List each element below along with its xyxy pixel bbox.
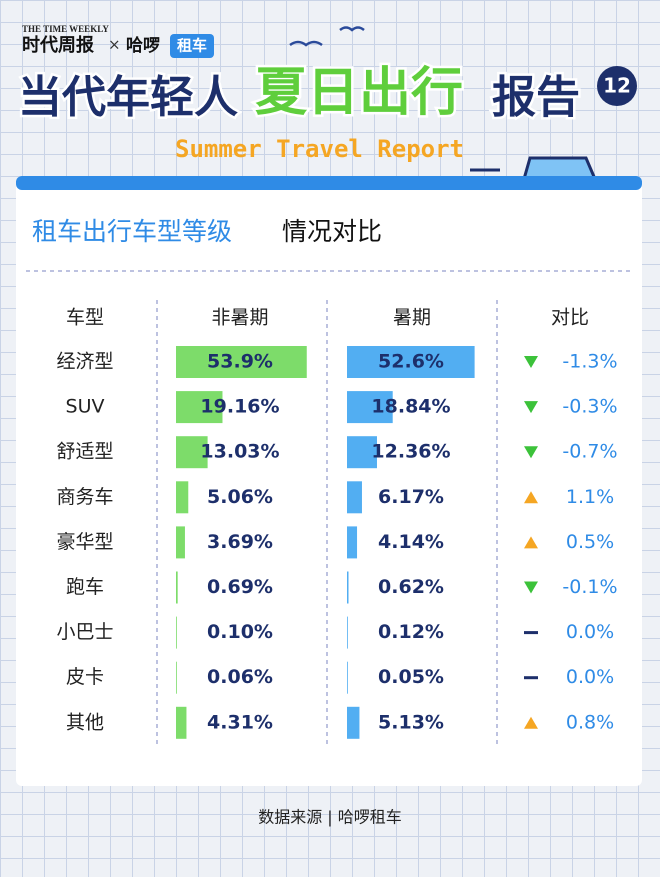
value-label: 0.69% (207, 576, 273, 598)
category-label: 皮卡 (66, 666, 104, 688)
diff-label: -0.1% (562, 576, 617, 598)
bar (347, 391, 393, 424)
diff-marker (524, 536, 538, 549)
diff-label: 0.5% (566, 531, 614, 553)
column-dividers (156, 300, 498, 745)
bar (176, 346, 307, 378)
column-header: 暑期 (393, 307, 431, 329)
diff-label: 1.1% (566, 486, 614, 508)
diff-marker (524, 676, 538, 680)
issue: 12 (603, 74, 631, 98)
category-label: 其他 (66, 711, 104, 733)
value-label: 12.36% (371, 441, 450, 463)
partner-tag: 租车 (177, 37, 207, 55)
value-label: 0.06% (207, 666, 273, 688)
diff-marker (524, 716, 538, 729)
brand: 时代周报 (22, 34, 94, 56)
category-label: 经济型 (56, 351, 113, 373)
birds (289, 26, 365, 47)
value-label: 0.62% (378, 576, 444, 598)
brand-en: THE TIME WEEKLY (22, 24, 109, 34)
bar (347, 571, 349, 604)
bar (176, 436, 208, 469)
card (16, 176, 642, 786)
diff-label: -0.7% (562, 441, 617, 463)
value-label: 3.69% (207, 531, 273, 553)
category-label: 商务车 (56, 486, 113, 508)
subtitle-a: 租车出行车型等级 (32, 217, 232, 246)
value-label: 19.16% (200, 396, 279, 418)
category-label: 小巴士 (56, 621, 113, 643)
value-label: 4.31% (207, 711, 273, 733)
bar (176, 616, 177, 649)
bar (176, 571, 178, 604)
partner: 哈啰 (126, 35, 160, 56)
column-header: 非暑期 (211, 307, 268, 329)
value-label: 53.9% (207, 351, 273, 373)
value-label: 52.6% (378, 351, 444, 373)
bar (176, 526, 185, 559)
diff-marker (524, 401, 538, 414)
value-label: 5.13% (378, 711, 444, 733)
value-label: 0.10% (207, 621, 273, 643)
column-header: 对比 (551, 307, 589, 329)
bar (347, 481, 362, 514)
title-b: 夏日出行 (255, 63, 463, 123)
bar (176, 661, 177, 694)
card-top (16, 176, 642, 190)
issue-badge (597, 66, 637, 106)
diff-marker (524, 446, 538, 459)
partner-tag-bg (170, 34, 214, 58)
diff-marker (524, 356, 538, 368)
bar (176, 391, 223, 424)
category-label: SUV (66, 396, 105, 418)
diff-label: 0.0% (566, 621, 614, 643)
bar (347, 661, 348, 694)
bar (347, 526, 358, 559)
bar (176, 481, 189, 514)
diff-marker (524, 581, 538, 594)
value-label: 5.06% (207, 486, 273, 508)
times: × (108, 36, 121, 54)
title-en: Summer Travel Report (175, 135, 464, 163)
bar (176, 706, 187, 739)
bar (347, 616, 348, 649)
subtitle-b: 情况对比 (282, 217, 382, 246)
bar (347, 706, 360, 739)
diff-marker (524, 491, 538, 504)
diff-label: -0.3% (562, 396, 617, 418)
diff-label: -1.3% (562, 351, 617, 373)
diff-label: 0.8% (566, 711, 614, 733)
diff-marker (524, 631, 538, 635)
value-label: 4.14% (378, 531, 444, 553)
category-label: 跑车 (66, 576, 104, 598)
bar (347, 346, 475, 378)
title-c: 报告 (492, 72, 580, 123)
value-label: 0.05% (378, 666, 444, 688)
category-label: 舒适型 (56, 441, 113, 463)
title-a: 当代年轻人 (18, 72, 238, 123)
bar (347, 436, 377, 469)
column-header: 车型 (66, 307, 104, 329)
value-label: 0.12% (378, 621, 444, 643)
value-label: 18.84% (371, 396, 450, 418)
source: 数据来源 | 哈啰租车 (258, 808, 402, 827)
value-label: 13.03% (200, 441, 279, 463)
diff-label: 0.0% (566, 666, 614, 688)
category-label: 豪华型 (56, 531, 113, 553)
value-label: 6.17% (378, 486, 444, 508)
